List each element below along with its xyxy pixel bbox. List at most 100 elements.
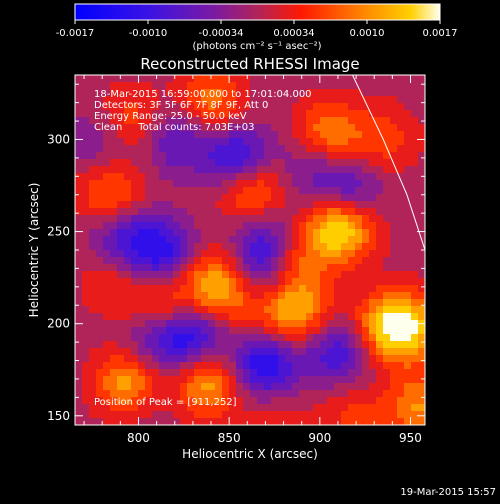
heatmap-cell [229, 327, 237, 335]
heatmap-cell [215, 418, 223, 426]
heatmap-cell [341, 250, 349, 258]
heatmap-cell [320, 355, 328, 363]
heatmap-cell [159, 306, 167, 314]
heatmap-cell [201, 348, 209, 356]
heatmap-cell [341, 376, 349, 384]
heatmap-cell [180, 180, 188, 188]
heatmap-cell [75, 411, 83, 419]
heatmap-cell [390, 348, 398, 356]
heatmap-cell [243, 152, 251, 160]
heatmap-cell [138, 166, 146, 174]
heatmap-cell [166, 327, 174, 335]
heatmap-cell [376, 243, 384, 251]
heatmap-cell [355, 215, 363, 223]
heatmap-cell [96, 138, 104, 146]
heatmap-cell [264, 131, 272, 139]
heatmap-cell [243, 397, 251, 405]
heatmap-cell [82, 103, 90, 111]
heatmap-cell [376, 264, 384, 272]
heatmap-cell [285, 236, 293, 244]
heatmap-cell [376, 285, 384, 293]
heatmap-cell [327, 89, 335, 97]
heatmap-cell [411, 390, 419, 398]
heatmap-cell [285, 257, 293, 265]
heatmap-cell [201, 194, 209, 202]
heatmap-cell [103, 75, 111, 83]
heatmap-cell [75, 82, 83, 90]
heatmap-cell [313, 362, 321, 370]
heatmap-cell [243, 362, 251, 370]
heatmap-cell [292, 138, 300, 146]
heatmap-cell [383, 180, 391, 188]
heatmap-cell [278, 250, 286, 258]
heatmap-cell [75, 418, 83, 426]
heatmap-cell [250, 194, 258, 202]
heatmap-cell [320, 390, 328, 398]
heatmap-cell [341, 285, 349, 293]
heatmap-cell [292, 397, 300, 405]
heatmap-cell [215, 222, 223, 230]
heatmap-cell [369, 243, 377, 251]
heatmap-cell [299, 320, 307, 328]
heatmap-cell [124, 320, 132, 328]
heatmap-cell [411, 285, 419, 293]
heatmap-cell [166, 334, 174, 342]
heatmap-cell [117, 180, 125, 188]
heatmap-cell [243, 271, 251, 279]
heatmap-cell [110, 236, 118, 244]
heatmap-cell [222, 208, 230, 216]
heatmap-cell [201, 138, 209, 146]
heatmap-cell [334, 320, 342, 328]
heatmap-cell [299, 327, 307, 335]
heatmap-cell [75, 131, 83, 139]
heatmap-cell [320, 376, 328, 384]
heatmap-cell [348, 166, 356, 174]
heatmap-cell [124, 341, 132, 349]
heatmap-cell [180, 236, 188, 244]
heatmap-cell [222, 173, 230, 181]
heatmap-cell [166, 355, 174, 363]
heatmap-cell [215, 348, 223, 356]
heatmap-cell [89, 215, 97, 223]
heatmap-cell [397, 418, 405, 426]
heatmap-cell [320, 292, 328, 300]
heatmap-cell [222, 138, 230, 146]
heatmap-cell [362, 250, 370, 258]
heatmap-cell [397, 341, 405, 349]
heatmap-cell [173, 362, 181, 370]
heatmap-cell [390, 180, 398, 188]
heatmap-cell [369, 397, 377, 405]
heatmap-cell [250, 320, 258, 328]
heatmap-cell [152, 208, 160, 216]
heatmap-cell [341, 278, 349, 286]
heatmap-cell [320, 397, 328, 405]
heatmap-cell [250, 145, 258, 153]
heatmap-cell [264, 390, 272, 398]
heatmap-cell [236, 418, 244, 426]
heatmap-cell [292, 173, 300, 181]
heatmap-cell [334, 236, 342, 244]
heatmap-cell [82, 215, 90, 223]
heatmap-cell [145, 355, 153, 363]
heatmap-cell [152, 285, 160, 293]
heatmap-cell [173, 418, 181, 426]
heatmap-cell [418, 110, 426, 118]
heatmap-cell [82, 292, 90, 300]
heatmap-cell [285, 243, 293, 251]
heatmap-cell [292, 229, 300, 237]
heatmap-cell [145, 222, 153, 230]
heatmap-cell [222, 257, 230, 265]
heatmap-cell [124, 138, 132, 146]
heatmap-cell [271, 131, 279, 139]
heatmap-cell [103, 348, 111, 356]
heatmap-cell [117, 138, 125, 146]
heatmap-cell [250, 397, 258, 405]
heatmap-cell [152, 383, 160, 391]
heatmap-cell [313, 131, 321, 139]
heatmap-cell [173, 320, 181, 328]
heatmap-cell [75, 313, 83, 321]
heatmap-cell [75, 362, 83, 370]
heatmap-cell [124, 369, 132, 377]
heatmap-cell [250, 348, 258, 356]
heatmap-cell [327, 124, 335, 132]
